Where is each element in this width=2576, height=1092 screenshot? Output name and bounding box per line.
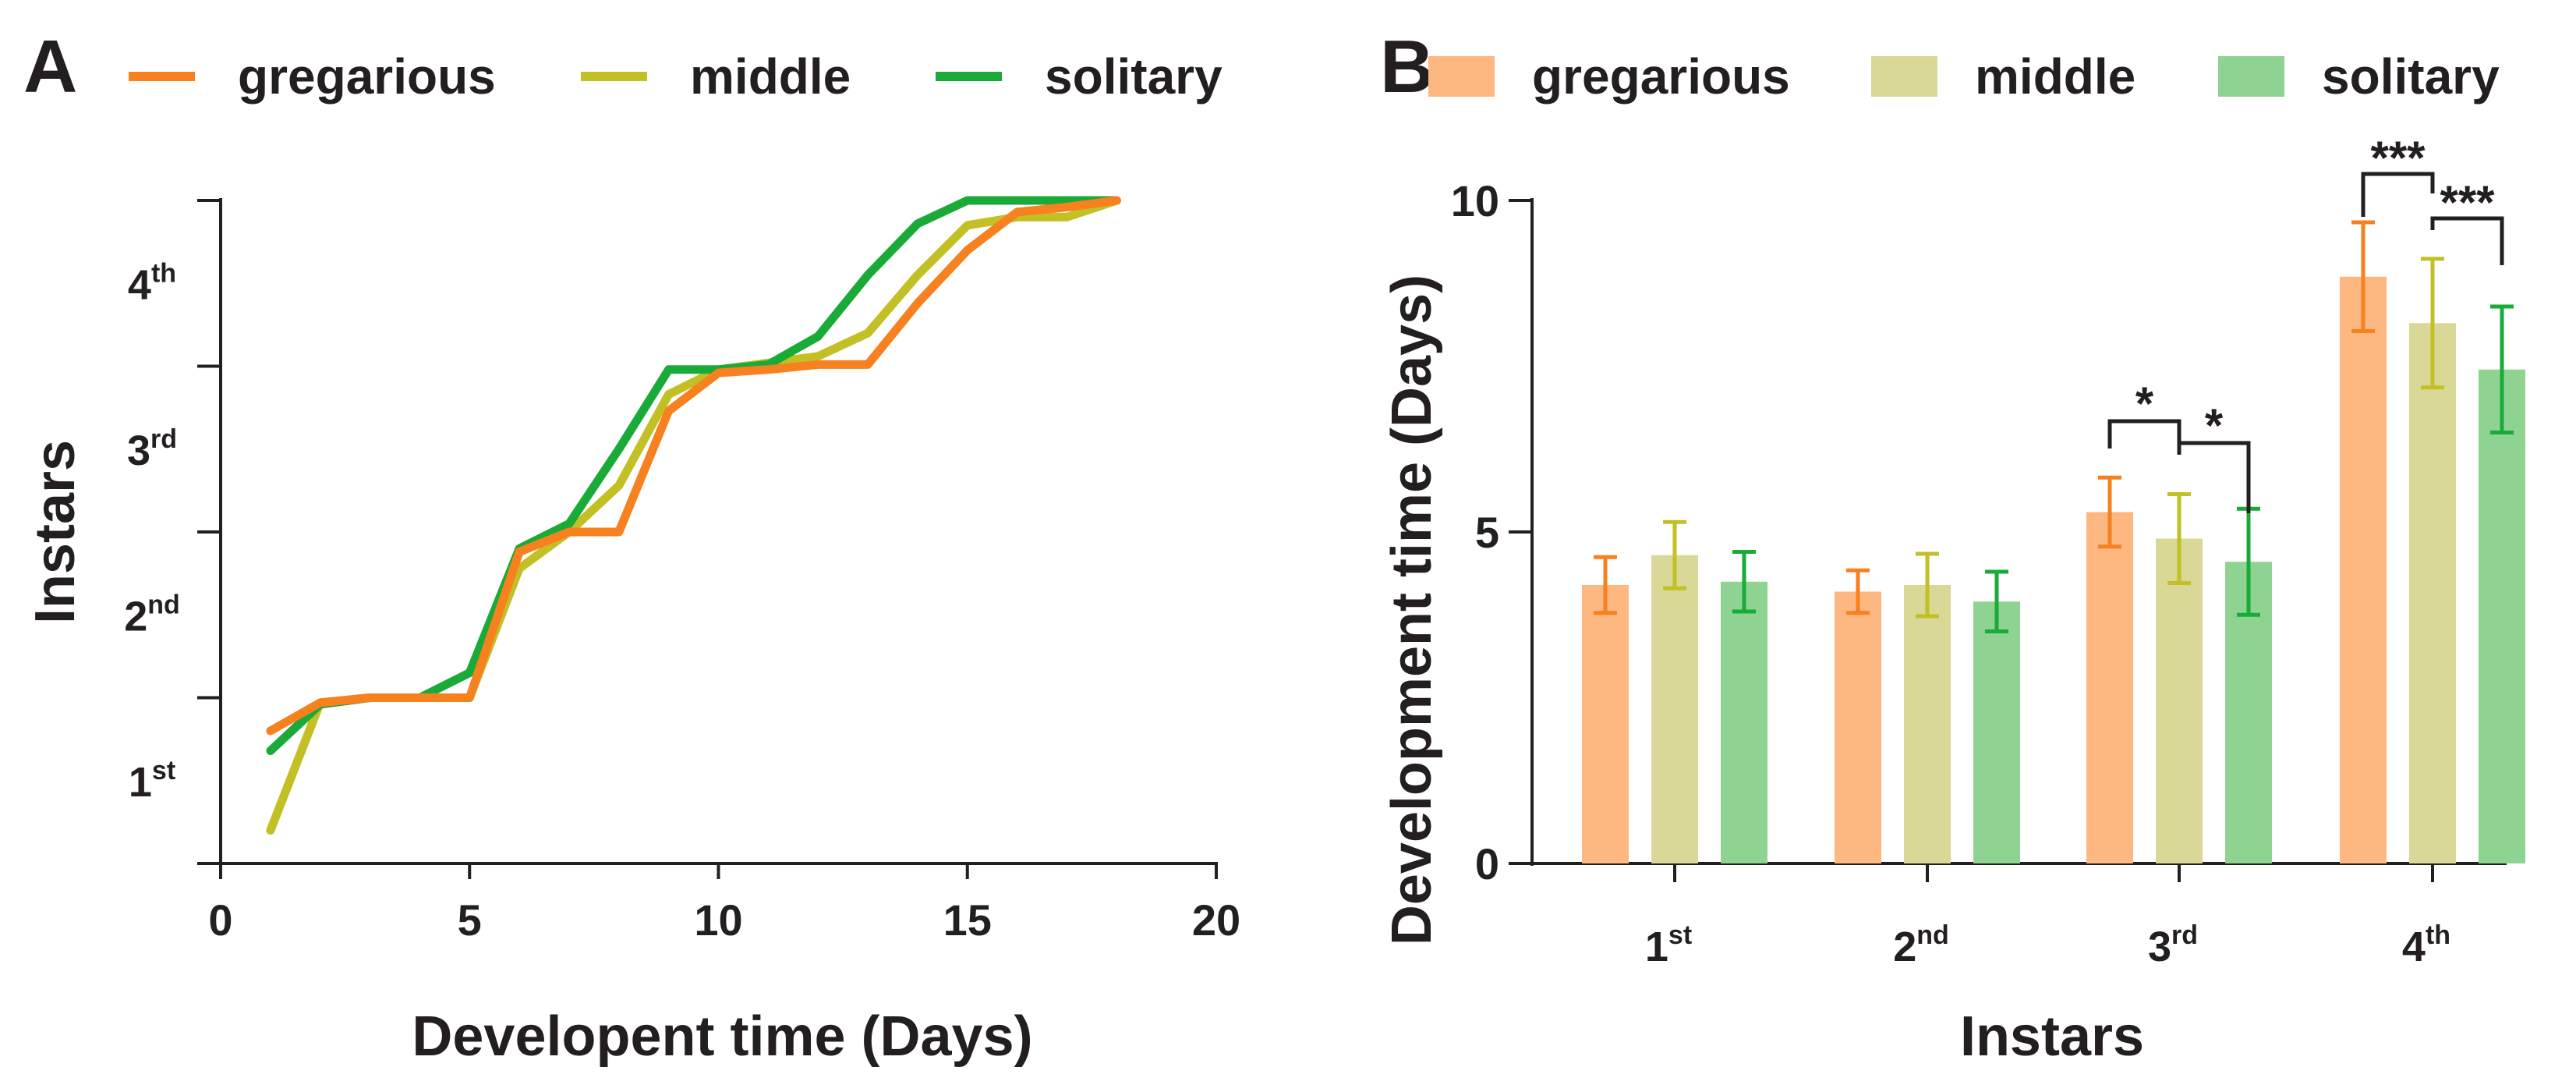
panel-b-x-title: Instars bbox=[1960, 1005, 2144, 1068]
panel-b-letter: B bbox=[1380, 25, 1434, 108]
significance-label: * bbox=[2135, 378, 2154, 430]
panel-a-x-title: Developent time (Days) bbox=[412, 1005, 1032, 1068]
panel-b-xtick-label-base: 1 bbox=[1645, 924, 1668, 970]
significance-bracket bbox=[2107, 419, 2181, 448]
panel-a-y-title: Instars bbox=[24, 440, 87, 624]
significance-bracket bbox=[2361, 172, 2435, 217]
panel-a-ytick-label: 4th bbox=[128, 258, 176, 308]
bar-middle bbox=[1651, 555, 1698, 863]
legend-b-label-gregarious: gregarious bbox=[1532, 48, 1790, 105]
panel-b-ytick-label: 0 bbox=[1475, 839, 1499, 888]
line-series-middle bbox=[266, 196, 1121, 835]
panel-b-xtick-label-sup: st bbox=[1668, 920, 1692, 950]
line-series-gregarious bbox=[266, 196, 1121, 736]
panel-a-ytick-label-sup: rd bbox=[150, 424, 177, 454]
panel-b-xtick-label-base: 2 bbox=[1893, 924, 1916, 970]
panel-a-xtick-label: 5 bbox=[458, 895, 482, 945]
panel-b-xtick-label: 2nd bbox=[1893, 920, 1949, 970]
panel-a-ytick-label: 2nd bbox=[124, 590, 180, 640]
significance-label: *** bbox=[2440, 176, 2495, 229]
panel-a-xtick-label: 20 bbox=[1192, 895, 1240, 945]
legend-b-label-solitary: solitary bbox=[2322, 48, 2500, 105]
panel-a-ytick-label-base: 1 bbox=[129, 759, 152, 806]
panel-a-ytick-label: 3rd bbox=[127, 424, 177, 474]
legend-a-label-gregarious: gregarious bbox=[238, 48, 496, 105]
panel-b-xtick-label-base: 4 bbox=[2402, 924, 2426, 970]
panel-a-letter: A bbox=[23, 25, 77, 108]
bar-gregarious bbox=[2086, 512, 2133, 863]
panel-a-ytick-label-base: 3 bbox=[127, 427, 150, 474]
legend-a-label-solitary: solitary bbox=[1045, 48, 1223, 105]
panel-a-ytick-label-base: 2 bbox=[124, 593, 147, 640]
bar-solitary bbox=[1721, 581, 1767, 863]
line-series-solitary bbox=[266, 196, 1121, 755]
significance-bracket bbox=[2177, 441, 2251, 513]
panel-b-xtick-label-sup: rd bbox=[2171, 920, 2198, 950]
panel-a-xtick-label: 15 bbox=[943, 895, 992, 945]
bar-middle bbox=[2156, 538, 2203, 863]
panel-b-xtick-label-sup: nd bbox=[1916, 920, 1949, 950]
panel-b-ytick-label: 5 bbox=[1475, 508, 1499, 557]
bar-gregarious bbox=[2340, 276, 2387, 863]
panel-a-ytick-label-sup: th bbox=[151, 258, 176, 288]
significance-label: * bbox=[2205, 399, 2224, 452]
panel-b-ytick-label: 10 bbox=[1451, 176, 1499, 225]
bar-middle bbox=[2409, 323, 2456, 863]
panel-b-y-title: Development time (Days) bbox=[1381, 275, 1443, 945]
significance-bracket bbox=[2430, 216, 2504, 265]
panel-b-xtick-label: 3rd bbox=[2148, 920, 2198, 970]
panel-b-xtick-label: 4th bbox=[2402, 920, 2450, 970]
bar-solitary bbox=[1973, 601, 2020, 863]
legend-a-label-middle: middle bbox=[690, 48, 851, 105]
panel-a-ytick-label: 1st bbox=[129, 756, 175, 806]
bar-gregarious bbox=[1582, 585, 1629, 863]
panel-a-ytick-label-sup: nd bbox=[147, 590, 180, 619]
panel-b-xtick-label-base: 3 bbox=[2148, 924, 2171, 970]
bar-solitary bbox=[2479, 369, 2525, 863]
significance-label: *** bbox=[2370, 132, 2426, 184]
bar-middle bbox=[1904, 585, 1951, 863]
legend-b-swatch-gregarious bbox=[1428, 56, 1495, 97]
panel-a-ytick-label-base: 4 bbox=[128, 261, 151, 308]
panel-a-ytick-label-sup: st bbox=[152, 756, 175, 785]
panel-a-xtick-label: 0 bbox=[208, 895, 232, 945]
panel-b-xtick-label-sup: th bbox=[2426, 920, 2450, 950]
legend-b-label-middle: middle bbox=[1975, 48, 2135, 105]
bar-gregarious bbox=[1835, 591, 1881, 863]
panel-b-xtick-label: 1st bbox=[1645, 920, 1692, 970]
legend-b-swatch-middle bbox=[1871, 56, 1937, 97]
legend-b-swatch-solitary bbox=[2218, 56, 2284, 97]
panel-a-xtick-label: 10 bbox=[694, 895, 742, 945]
